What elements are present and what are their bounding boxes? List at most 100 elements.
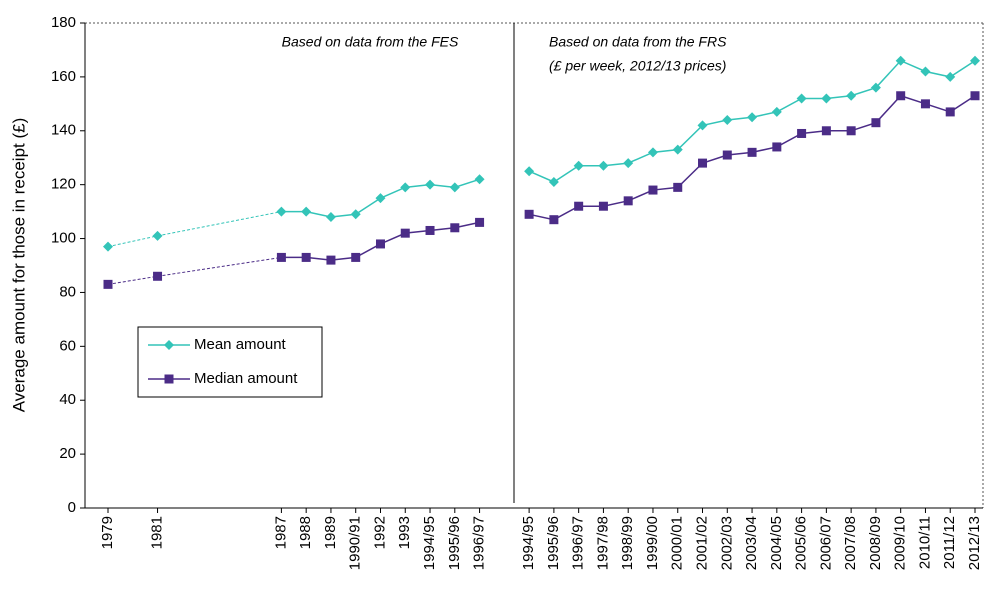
legend-marker bbox=[164, 340, 174, 350]
y-tick-label: 180 bbox=[51, 14, 76, 31]
point bbox=[276, 206, 287, 217]
point bbox=[375, 193, 386, 204]
point bbox=[697, 120, 708, 131]
x-tick-label: 1994/95 bbox=[520, 516, 537, 570]
point bbox=[598, 201, 608, 211]
point bbox=[598, 160, 609, 171]
y-axis-label: Average amount for those in receipt (£) bbox=[9, 118, 28, 413]
x-tick-label: 2005/06 bbox=[793, 516, 810, 570]
point bbox=[350, 209, 361, 220]
y-tick-label: 140 bbox=[51, 122, 76, 139]
point bbox=[400, 228, 410, 238]
x-tick-label: 1993 bbox=[396, 516, 413, 549]
y-tick-label: 100 bbox=[51, 230, 76, 247]
point bbox=[920, 66, 931, 77]
point bbox=[648, 185, 658, 195]
point bbox=[771, 106, 782, 117]
point bbox=[623, 158, 634, 169]
point bbox=[301, 206, 312, 217]
point bbox=[821, 93, 832, 104]
point bbox=[870, 82, 881, 93]
x-tick-label: 1998/99 bbox=[619, 516, 636, 570]
point bbox=[276, 252, 286, 262]
point bbox=[301, 252, 311, 262]
x-tick-label: 1981 bbox=[149, 516, 166, 549]
x-tick-label: 1992 bbox=[371, 516, 388, 549]
point bbox=[450, 223, 460, 233]
x-tick-label: 1996/97 bbox=[570, 516, 587, 570]
point bbox=[325, 212, 336, 222]
y-tick-label: 20 bbox=[59, 445, 76, 462]
gap-connector bbox=[157, 256, 282, 277]
point bbox=[647, 147, 658, 158]
y-tick-label: 40 bbox=[59, 391, 76, 408]
point bbox=[103, 241, 113, 252]
x-tick-label: 1990/91 bbox=[347, 516, 364, 570]
x-tick-label: 1995/96 bbox=[545, 516, 562, 570]
x-tick-label: 2004/05 bbox=[768, 516, 785, 570]
point bbox=[375, 239, 385, 249]
point bbox=[152, 230, 163, 241]
point bbox=[796, 93, 807, 104]
point bbox=[524, 209, 534, 219]
legend-marker bbox=[164, 374, 174, 384]
x-tick-label: 2012/13 bbox=[966, 516, 983, 570]
x-tick-label: 1996/97 bbox=[471, 516, 488, 570]
point bbox=[449, 182, 460, 193]
point bbox=[548, 176, 559, 187]
y-tick-label: 0 bbox=[68, 499, 76, 516]
x-tick-label: 2000/01 bbox=[669, 516, 686, 570]
x-tick-label: 2001/02 bbox=[693, 516, 710, 570]
annotation: (£ per week, 2012/13 prices) bbox=[549, 58, 726, 74]
x-tick-label: 1994/95 bbox=[421, 516, 438, 570]
legend-label: Mean amount bbox=[194, 336, 287, 353]
y-tick-label: 120 bbox=[51, 176, 76, 193]
point bbox=[425, 179, 436, 190]
point bbox=[400, 182, 411, 193]
point bbox=[698, 158, 708, 168]
gap-connector bbox=[157, 211, 282, 237]
point bbox=[623, 196, 633, 206]
x-tick-label: 2003/04 bbox=[743, 516, 760, 570]
x-tick-label: 2011/12 bbox=[941, 516, 958, 569]
point bbox=[797, 128, 807, 138]
x-tick-label: 1979 bbox=[99, 516, 116, 549]
point bbox=[573, 160, 584, 171]
y-tick-label: 60 bbox=[59, 337, 76, 354]
point bbox=[549, 215, 559, 225]
point bbox=[821, 126, 831, 136]
point bbox=[153, 271, 163, 281]
point bbox=[524, 166, 535, 177]
gap-connector bbox=[107, 275, 158, 285]
point bbox=[673, 182, 683, 192]
annotation: Based on data from the FES bbox=[282, 34, 459, 50]
x-tick-label: 2002/03 bbox=[718, 516, 735, 570]
x-tick-label: 1997/98 bbox=[594, 516, 611, 570]
point bbox=[896, 91, 906, 101]
x-tick-label: 1995/96 bbox=[446, 516, 463, 570]
x-tick-label: 2010/11 bbox=[916, 516, 933, 569]
x-tick-label: 1987 bbox=[272, 516, 289, 549]
point bbox=[970, 55, 980, 66]
point bbox=[474, 174, 485, 185]
legend-label: Median amount bbox=[194, 370, 298, 387]
point bbox=[574, 201, 584, 211]
point bbox=[672, 144, 683, 155]
point bbox=[722, 150, 732, 160]
point bbox=[846, 126, 856, 136]
point bbox=[772, 142, 782, 152]
point bbox=[747, 147, 757, 157]
x-tick-label: 1988 bbox=[297, 516, 314, 549]
x-tick-label: 2007/08 bbox=[842, 516, 859, 570]
point bbox=[351, 252, 361, 262]
legend bbox=[137, 326, 323, 398]
x-tick-label: 2009/10 bbox=[892, 516, 909, 570]
point bbox=[846, 90, 857, 101]
x-tick-label: 2008/09 bbox=[867, 516, 884, 570]
point bbox=[871, 118, 881, 128]
x-tick-label: 2006/07 bbox=[817, 516, 834, 570]
point bbox=[920, 99, 930, 109]
point bbox=[970, 91, 980, 101]
x-tick-label: 1999/00 bbox=[644, 516, 661, 570]
y-tick-label: 80 bbox=[59, 283, 76, 300]
